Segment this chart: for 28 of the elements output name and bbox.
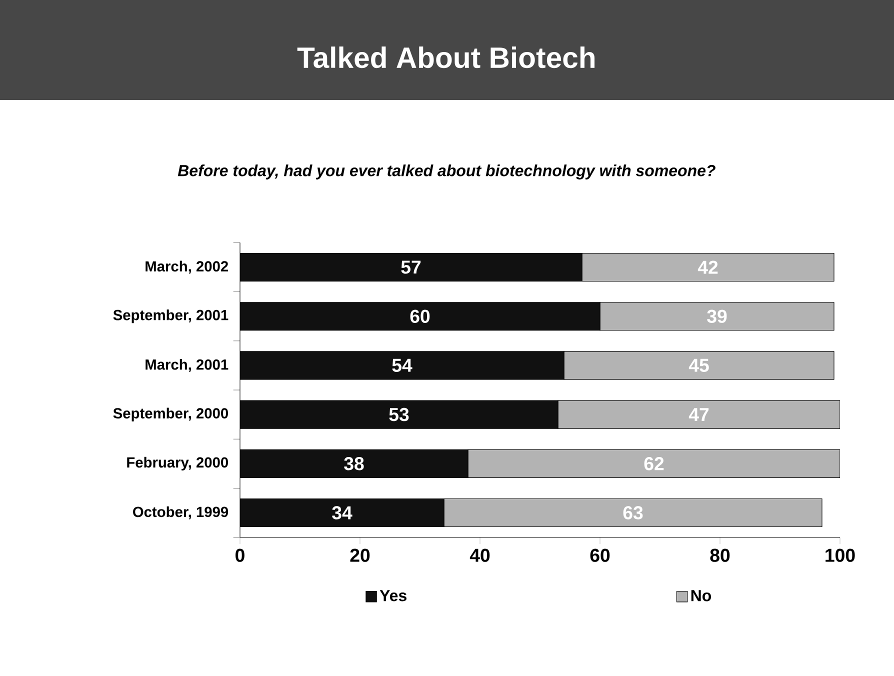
x-tick-label: 60	[590, 548, 610, 562]
data-label: 39	[707, 310, 727, 323]
x-tick-label: 20	[350, 548, 370, 562]
legend-label: No	[691, 590, 712, 602]
legend-label: Yes	[380, 590, 406, 602]
data-label: 60	[410, 310, 430, 323]
data-label: 63	[623, 506, 643, 520]
chart-title: Talked About Biotech	[297, 46, 595, 68]
x-tick-label: 100	[826, 548, 855, 562]
y-tick-label: September, 2000	[113, 408, 228, 422]
data-label: 38	[344, 457, 364, 470]
y-tick-label: March, 2001	[146, 359, 228, 372]
y-tick-label: October, 1999	[133, 506, 228, 520]
data-label: 47	[688, 408, 709, 421]
chart-subtitle: Before today, had you ever talked about biotechnology with someone?	[178, 164, 716, 180]
data-label: 45	[688, 358, 709, 372]
data-label: 42	[698, 260, 718, 274]
data-label: 62	[644, 457, 664, 470]
data-label: 53	[389, 408, 409, 422]
y-tick-label: February, 2000	[127, 456, 228, 470]
data-label: 34	[332, 506, 352, 520]
y-tick-label: September, 2001	[113, 310, 228, 324]
data-label: 54	[392, 358, 412, 372]
x-tick-label: 80	[710, 548, 730, 562]
y-tick-label: March, 2002	[146, 260, 228, 274]
x-tick-label: 40	[470, 548, 490, 562]
data-label: 57	[401, 260, 421, 274]
x-tick-label: 0	[236, 548, 244, 562]
